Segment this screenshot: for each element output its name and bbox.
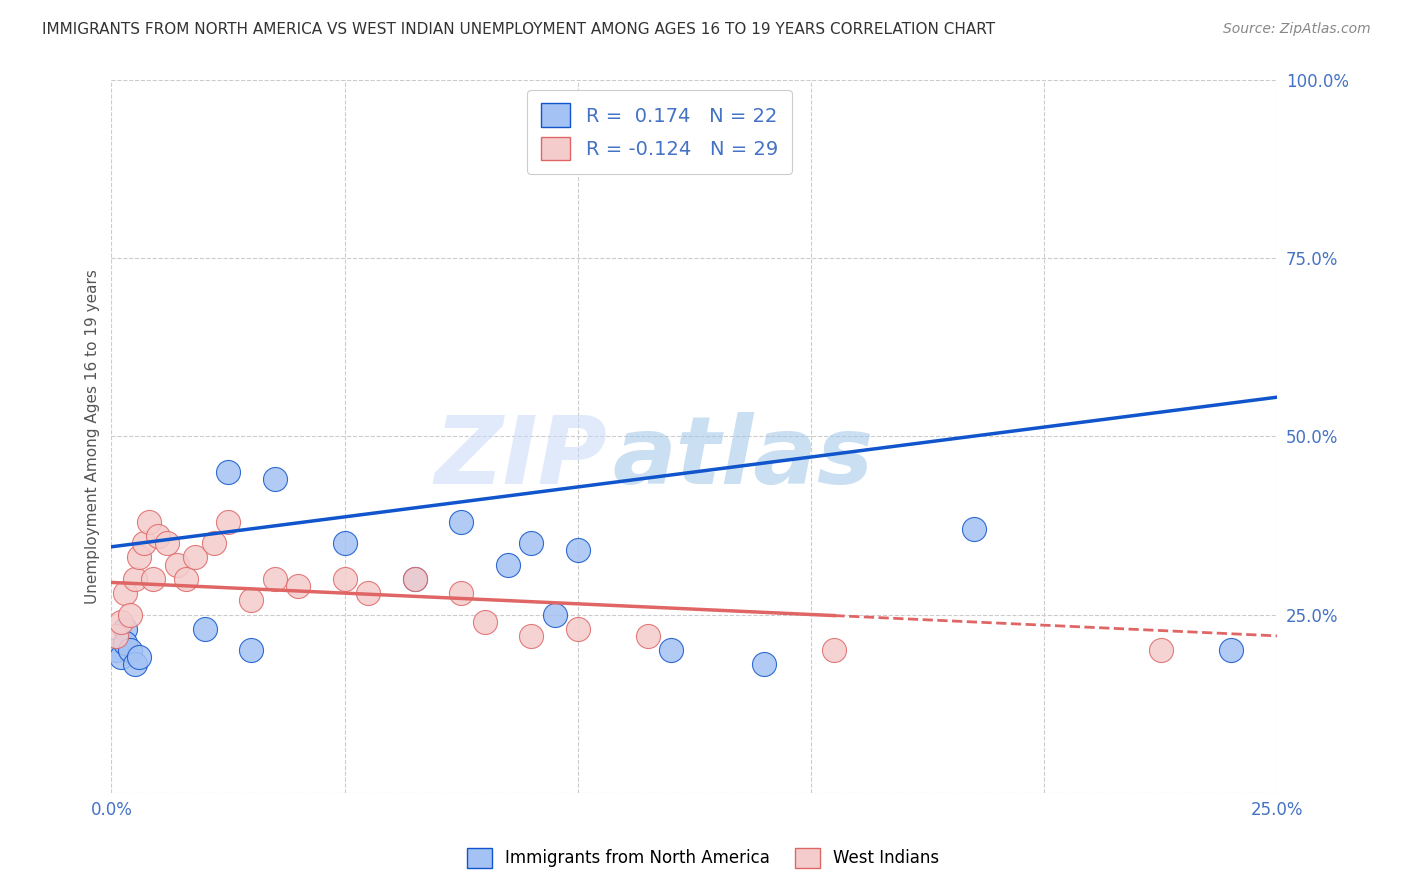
Point: [166, 558, 188, 572]
Point: [142, 572, 165, 586]
Point: [138, 515, 160, 529]
Point: [105, 629, 128, 643]
Point: [357, 586, 380, 600]
Point: [240, 643, 263, 657]
Point: [404, 572, 426, 586]
Point: [184, 550, 207, 565]
Point: [114, 586, 136, 600]
Point: [287, 579, 309, 593]
Point: [128, 650, 150, 665]
Point: [202, 536, 225, 550]
Point: [124, 572, 146, 586]
Point: [105, 643, 128, 657]
Point: [567, 543, 589, 558]
Point: [156, 536, 179, 550]
Point: [543, 607, 565, 622]
Legend: R =  0.174   N = 22, R = -0.124   N = 29: R = 0.174 N = 22, R = -0.124 N = 29: [527, 90, 792, 174]
Point: [132, 536, 155, 550]
Text: atlas: atlas: [613, 412, 875, 504]
Point: [823, 643, 845, 657]
Point: [128, 550, 150, 565]
Point: [567, 622, 589, 636]
Point: [124, 657, 146, 672]
Point: [450, 515, 472, 529]
Point: [146, 529, 169, 543]
Legend: Immigrants from North America, West Indians: Immigrants from North America, West Indi…: [460, 841, 946, 875]
Point: [263, 572, 285, 586]
Point: [114, 636, 136, 650]
Point: [120, 643, 142, 657]
Point: [404, 572, 426, 586]
Point: [659, 643, 682, 657]
Point: [474, 615, 496, 629]
Point: [520, 629, 543, 643]
Point: [496, 558, 519, 572]
Point: [110, 650, 132, 665]
Point: [1219, 643, 1241, 657]
Y-axis label: Unemployment Among Ages 16 to 19 years: Unemployment Among Ages 16 to 19 years: [86, 268, 100, 604]
Point: [114, 622, 136, 636]
Point: [1150, 643, 1173, 657]
Text: ZIP: ZIP: [434, 412, 607, 504]
Point: [450, 586, 472, 600]
Point: [120, 607, 142, 622]
Text: IMMIGRANTS FROM NORTH AMERICA VS WEST INDIAN UNEMPLOYMENT AMONG AGES 16 TO 19 YE: IMMIGRANTS FROM NORTH AMERICA VS WEST IN…: [42, 22, 995, 37]
Point: [333, 536, 356, 550]
Point: [520, 536, 543, 550]
Point: [174, 572, 197, 586]
Point: [637, 629, 659, 643]
Point: [333, 572, 356, 586]
Point: [217, 515, 239, 529]
Point: [754, 657, 776, 672]
Point: [263, 472, 285, 486]
Point: [217, 465, 239, 479]
Point: [194, 622, 217, 636]
Point: [110, 615, 132, 629]
Text: Source: ZipAtlas.com: Source: ZipAtlas.com: [1223, 22, 1371, 37]
Point: [240, 593, 263, 607]
Point: [963, 522, 986, 536]
